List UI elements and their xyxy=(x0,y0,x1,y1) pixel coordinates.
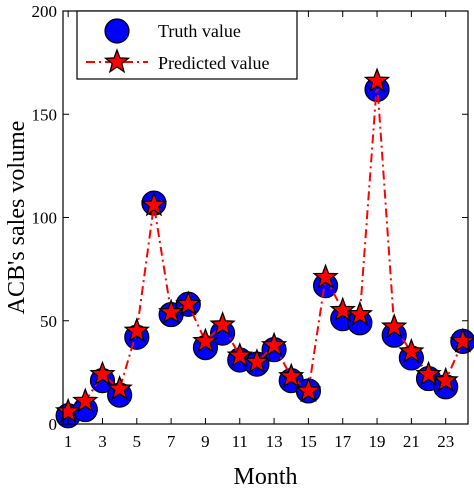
predicted-point xyxy=(415,360,442,386)
predicted-point xyxy=(54,397,82,423)
predicted-point xyxy=(243,348,271,374)
x-tick-label: 21 xyxy=(403,432,420,451)
x-tick-label: 15 xyxy=(300,432,317,451)
x-tick-label: 11 xyxy=(232,432,248,451)
x-tick-label: 5 xyxy=(133,432,142,451)
y-tick-label: 50 xyxy=(40,312,57,331)
legend-predicted-label: Predicted value xyxy=(158,53,269,73)
predicted-point xyxy=(381,313,408,339)
x-tick-label: 17 xyxy=(334,432,352,451)
predicted-point xyxy=(157,298,185,324)
x-tick-label: 23 xyxy=(437,432,454,451)
x-tick-label: 3 xyxy=(98,432,107,451)
x-tick-label: 1 xyxy=(64,432,73,451)
y-tick-label: 150 xyxy=(32,105,58,124)
predicted-point xyxy=(175,290,202,316)
predicted-point xyxy=(312,263,339,289)
x-tick-label: 7 xyxy=(167,432,176,451)
predicted-point xyxy=(123,317,150,343)
predicted-point xyxy=(260,331,288,357)
predicted-point xyxy=(72,387,99,413)
predicted-point xyxy=(226,341,253,368)
legend-predicted-marker xyxy=(103,48,131,74)
predicted-point xyxy=(329,296,356,322)
predicted-point xyxy=(140,191,168,217)
y-axis-label: ACB's sales volume xyxy=(4,121,30,315)
predicted-point xyxy=(398,337,425,363)
predicted-point xyxy=(209,311,236,337)
x-tick-label: 19 xyxy=(369,432,386,451)
legend-truth-label: Truth value xyxy=(158,21,241,41)
predicted-point xyxy=(106,375,133,401)
axes: 1 3 5 7 9 11 13 15 17 19 21 23050100150200MonthACB'… xyxy=(4,2,469,490)
legend-truth-marker xyxy=(104,18,130,44)
y-tick-label: 200 xyxy=(32,2,58,21)
predicted-point xyxy=(89,360,116,386)
predicted-point xyxy=(363,67,391,93)
y-tick-label: 0 xyxy=(49,415,58,434)
predicted-point xyxy=(432,366,459,392)
plot-area xyxy=(54,67,474,429)
predicted-point xyxy=(278,362,305,388)
predicted-point xyxy=(295,377,322,403)
predicted-point xyxy=(346,300,374,326)
y-tick-label: 100 xyxy=(32,209,58,228)
predicted-point xyxy=(192,327,219,353)
x-axis-label: Month xyxy=(233,464,297,490)
x-tick-label: 13 xyxy=(266,432,283,451)
x-tick-label: 9 xyxy=(201,432,210,451)
legend: Truth value Predicted value xyxy=(76,10,298,80)
predicted-line xyxy=(67,81,464,413)
